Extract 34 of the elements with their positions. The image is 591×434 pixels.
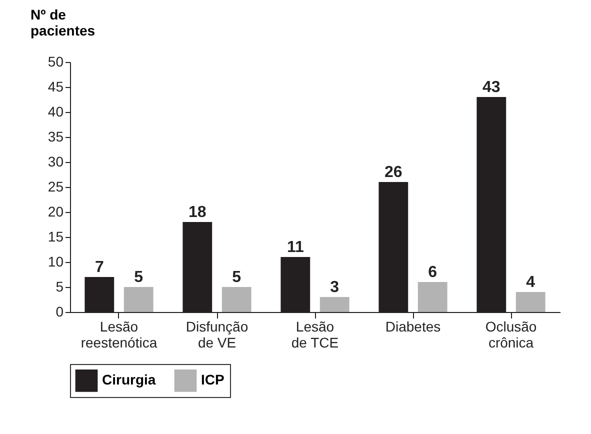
bar [124,287,154,312]
bar [516,292,546,312]
x-tick-label: Disfunção de VE [186,318,248,350]
x-tick-label: Diabetes [385,318,441,334]
x-tick-label: Lesão reestenótica [80,318,158,350]
y-tick-label: 25 [48,178,64,194]
y-tick-label: 35 [48,128,64,144]
data-label: 5 [134,269,144,286]
data-label: 11 [286,239,304,256]
y-tick-label: 40 [48,104,64,120]
legend-label: ICP [201,372,224,388]
y-tick-label: 15 [48,228,64,244]
y-tick-label: 5 [56,278,64,294]
data-label: 43 [482,79,500,96]
y-tick-label: 45 [48,78,64,94]
data-label: 7 [94,259,104,276]
data-label: 3 [330,279,340,296]
data-label: 26 [384,164,402,181]
y-tick-label: 10 [48,254,64,270]
y-tick-label: 20 [48,204,64,220]
bar [320,297,350,312]
bar [222,287,252,312]
data-label: 6 [428,264,438,281]
data-label: 18 [188,204,206,221]
data-label: 5 [232,269,242,286]
y-tick-label: 30 [48,154,64,170]
bar [418,282,448,312]
legend-label: Cirurgia [102,372,156,388]
y-tick-label: 50 [48,54,64,70]
x-tick-label: Oclusão crônica [485,318,537,350]
y-axis-title: Nº de pacientes [30,6,96,38]
y-tick-label: 0 [56,304,64,320]
data-label: 4 [526,274,536,291]
x-tick-label: Lesão de TCE [291,318,339,350]
